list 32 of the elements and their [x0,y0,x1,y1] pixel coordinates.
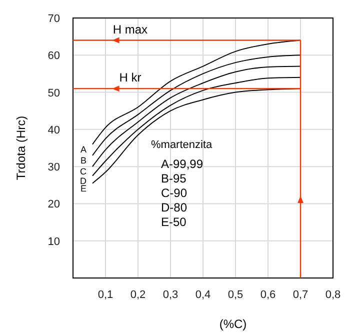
annotation: D-80 [161,200,188,214]
series-label: B [80,155,86,166]
ref-line-label: H kr [119,70,142,85]
x-tick-label: 0,1 [98,289,114,301]
x-tick-label: 0,8 [325,289,341,301]
ref-line-label: H max [112,22,148,36]
y-tick-label: 50 [48,87,60,100]
x-tick-label: 0,7 [292,289,308,301]
y-tick-label: 70 [48,13,60,25]
y-tick-label: 60 [48,50,60,62]
annotation: A-99,99 [161,157,204,171]
legend-title: %martenzita [151,139,214,151]
x-axis-title: (%C) [219,317,247,331]
series-label: D [80,176,87,186]
series-label: A [80,144,86,154]
annotation: C-90 [161,186,188,200]
line-series [92,54,301,156]
x-tick-label: 0,2 [130,289,146,301]
series-label: E [80,183,86,194]
y-tick-label: 10 [48,236,60,248]
x-tick-label: 0,6 [260,289,276,301]
x-tick-label: 0,3 [162,289,178,301]
annotation: B-95 [161,172,187,186]
series-label: C [80,166,87,177]
y-axis-title: Trdota (Hrc) [14,116,28,180]
y-tick-label: 30 [48,162,60,174]
annotation: E-50 [161,215,187,229]
x-tick-label: 0,5 [228,289,244,301]
y-tick-label: 20 [48,198,60,211]
x-tick-label: 0,4 [195,289,211,301]
y-tick-label: 40 [48,124,60,136]
line-series [92,66,301,168]
